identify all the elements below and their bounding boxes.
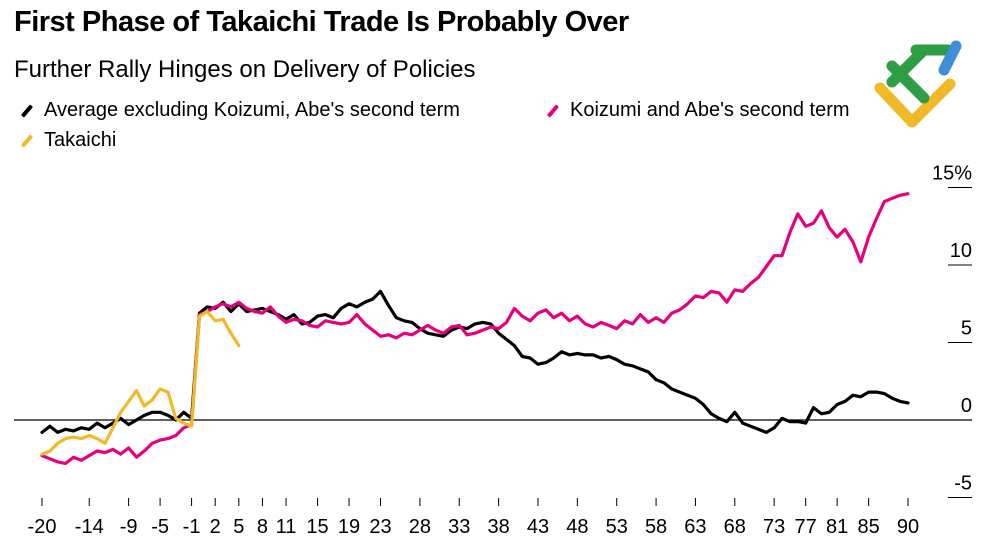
chart-title: First Phase of Takaichi Trade Is Probabl… <box>14 6 629 38</box>
legend-label: Average excluding Koizumi, Abe's second … <box>44 99 460 121</box>
chart-subtitle: Further Rally Hinges on Delivery of Poli… <box>14 56 476 83</box>
brand-logo-icon <box>874 40 962 128</box>
x-tick-label: 19 <box>338 516 360 538</box>
x-tick-label: 58 <box>645 516 667 538</box>
x-tick-label: 11 <box>276 516 297 538</box>
series-line-1 <box>40 192 910 465</box>
x-tick-label: -9 <box>120 516 138 538</box>
series-line-0 <box>40 289 910 434</box>
x-tick-label: 2 <box>210 516 221 538</box>
x-tick-label: 63 <box>684 516 706 538</box>
x-tick-label: -5 <box>151 516 169 538</box>
x-tick-label: 33 <box>448 516 470 538</box>
series-line-2 <box>40 309 241 456</box>
x-tick-label: 38 <box>487 516 509 538</box>
x-tick-label: -20 <box>28 516 57 538</box>
x-tick-label: 77 <box>795 516 817 538</box>
x-tick-label: 43 <box>527 516 549 538</box>
y-tick-label: 15% <box>932 163 972 185</box>
legend-item-koizumi-abe: Koizumi and Abe's second term <box>546 99 850 122</box>
x-tick-label: 90 <box>897 516 919 538</box>
x-tick-label: 5 <box>233 516 244 538</box>
y-tick-label: 5 <box>961 318 972 340</box>
x-tick-label: 23 <box>369 516 391 538</box>
legend-label: Koizumi and Abe's second term <box>570 99 850 121</box>
x-tick-label: 81 <box>826 516 848 538</box>
x-tick-label: 68 <box>724 516 746 538</box>
x-tick-label: 15 <box>306 516 328 538</box>
y-tick-label: 0 <box>961 395 972 417</box>
x-tick-label: 8 <box>257 516 268 538</box>
legend-item-average: Average excluding Koizumi, Abe's second … <box>20 99 460 122</box>
x-tick-label: -1 <box>183 516 201 538</box>
y-tick-label: -5 <box>954 473 972 495</box>
x-tick-label: -14 <box>75 516 104 538</box>
x-tick-label: 73 <box>763 516 785 538</box>
legend-item-takaichi: Takaichi <box>20 129 116 152</box>
x-tick-label: 85 <box>858 516 880 538</box>
legend-label: Takaichi <box>44 129 117 151</box>
y-tick-label: 10 <box>950 240 972 262</box>
x-tick-label: 48 <box>566 516 588 538</box>
x-tick-label: 28 <box>409 516 431 538</box>
x-tick-label: 53 <box>606 516 628 538</box>
